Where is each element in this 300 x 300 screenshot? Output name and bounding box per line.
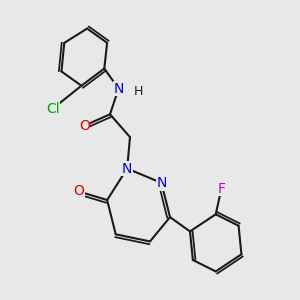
Text: N: N bbox=[156, 176, 167, 190]
Text: O: O bbox=[79, 119, 90, 133]
Text: F: F bbox=[218, 182, 225, 196]
Text: Cl: Cl bbox=[46, 102, 60, 116]
Text: N: N bbox=[122, 162, 132, 176]
Text: N: N bbox=[113, 82, 124, 96]
Text: H: H bbox=[134, 85, 143, 98]
Text: O: O bbox=[73, 184, 84, 198]
